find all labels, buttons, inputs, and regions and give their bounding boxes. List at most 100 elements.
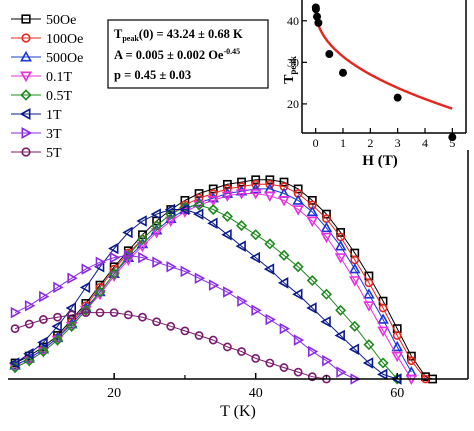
data-point-0.5T — [349, 320, 361, 332]
data-point-3T — [10, 306, 22, 319]
data-point-50Oe — [307, 195, 317, 205]
legend-label-0.1T: 0.1T — [46, 70, 73, 85]
data-point-5T — [81, 308, 91, 317]
data-point-0.1T — [377, 326, 389, 337]
data-point-5T — [109, 308, 119, 317]
main-legend: 50Oe 100Oe 500Oe 0.1T 0.5T 1T 3T 5T — [11, 13, 83, 161]
data-point-0.1T — [391, 351, 403, 363]
data-point-1T — [9, 357, 20, 369]
data-point-5T — [123, 310, 133, 320]
data-point-3T — [336, 366, 347, 378]
data-point-1T — [334, 329, 345, 342]
series-line-3T — [14, 254, 356, 380]
inset-x-tick-label: 2 — [367, 136, 373, 150]
svg-text:Tpeak(0) = 43.24 ± 0.68 K: Tpeak(0) = 43.24 ± 0.68 K — [114, 27, 243, 43]
data-point-0.1T — [235, 189, 248, 200]
data-point-1T — [108, 242, 119, 255]
data-point-3T — [279, 322, 291, 335]
data-point-1T — [207, 217, 218, 230]
data-point-3T — [95, 256, 107, 268]
data-point-50Oe — [293, 184, 303, 194]
data-point-0.5T — [250, 229, 262, 241]
data-point-100Oe — [392, 331, 402, 340]
data-point-3T — [251, 304, 262, 317]
data-point-0.5T — [363, 339, 375, 351]
data-point-100Oe — [251, 179, 261, 189]
annotation-t-peak-sub: peak — [122, 34, 139, 43]
data-point-1T — [65, 302, 77, 314]
main-x-ticks: 20 40 60 — [107, 373, 404, 401]
inset-y-tick-label: 40 — [287, 14, 299, 28]
inset-x-tick-label: 1 — [340, 136, 346, 150]
main-x-axis-label: T (K) — [220, 403, 256, 420]
data-point-3T — [237, 295, 248, 307]
data-point-3T — [208, 279, 220, 291]
data-point-0.1T — [292, 205, 304, 216]
inset-x-axis-label: H (T) — [362, 153, 397, 169]
data-point-3T — [39, 290, 50, 303]
legend-marker-5T — [21, 147, 31, 157]
inset-x-tick-label: 0 — [313, 136, 319, 150]
data-point-3T — [223, 286, 234, 298]
data-point-5T — [53, 312, 62, 322]
data-point-5T — [24, 319, 34, 329]
x-tick-label: 60 — [390, 386, 404, 401]
data-point-0.1T — [320, 232, 333, 244]
data-point-3T — [166, 261, 177, 273]
x-tick-label: 20 — [107, 386, 121, 401]
data-point-500Oe — [349, 263, 361, 274]
data-point-0.1T — [278, 196, 290, 207]
data-point-100Oe — [378, 303, 388, 313]
main-plot-area — [9, 175, 438, 386]
inset-y-axis-label-main: T — [282, 74, 297, 84]
x-tick-label: 40 — [249, 386, 263, 401]
data-point-1T — [51, 320, 62, 333]
data-point-0.5T — [52, 334, 64, 346]
data-point-0.5T — [335, 304, 347, 316]
data-point-1T — [277, 277, 289, 289]
data-point-50Oe — [322, 209, 331, 219]
inset-plot-area — [311, 3, 457, 142]
data-point-500Oe — [249, 182, 262, 194]
data-point-5T — [138, 312, 147, 322]
data-point-1T — [249, 251, 261, 264]
data-point-1T — [348, 343, 360, 355]
legend-marker-100Oe — [21, 33, 31, 43]
data-point-0.5T — [23, 355, 35, 367]
data-point-1T — [150, 208, 161, 220]
data-point-1T — [362, 357, 374, 369]
data-point-100Oe — [265, 179, 275, 189]
data-point-1T — [136, 215, 147, 227]
data-point-0.5T — [136, 233, 148, 245]
data-point-5T — [265, 358, 275, 368]
data-point-0.1T — [349, 276, 361, 287]
data-point-5T — [307, 372, 317, 382]
data-point-3T — [152, 256, 163, 268]
data-point-5T — [180, 326, 190, 336]
data-point-100Oe — [364, 278, 374, 288]
data-point-0.1T — [306, 216, 319, 228]
data-point-1T — [37, 336, 48, 349]
annotation-a-exponent: -0.45 — [223, 47, 240, 56]
inset-fit-curve — [314, 7, 453, 110]
data-point-0.5T — [108, 268, 120, 280]
data-point-1T — [193, 208, 204, 220]
data-point-0.1T — [264, 191, 276, 202]
legend-marker-0.5T — [20, 89, 32, 101]
inset-data-point — [311, 5, 320, 14]
data-point-5T — [208, 335, 218, 345]
data-point-0.5T — [264, 238, 276, 250]
legend-marker-50Oe — [21, 14, 31, 24]
data-point-500Oe — [377, 313, 389, 324]
legend-marker-500Oe — [20, 50, 32, 62]
inset-data-point — [339, 68, 347, 77]
data-point-5T — [10, 324, 20, 334]
data-point-3T — [180, 265, 191, 278]
annotation-a-value: A = 0.005 ± 0.002 Oe — [114, 48, 224, 62]
data-point-0.5T — [292, 261, 304, 273]
legend-label-3T: 3T — [46, 127, 62, 142]
inset-x-tick-label: 5 — [449, 136, 455, 150]
data-point-0.1T — [249, 189, 262, 200]
data-point-3T — [81, 263, 92, 275]
